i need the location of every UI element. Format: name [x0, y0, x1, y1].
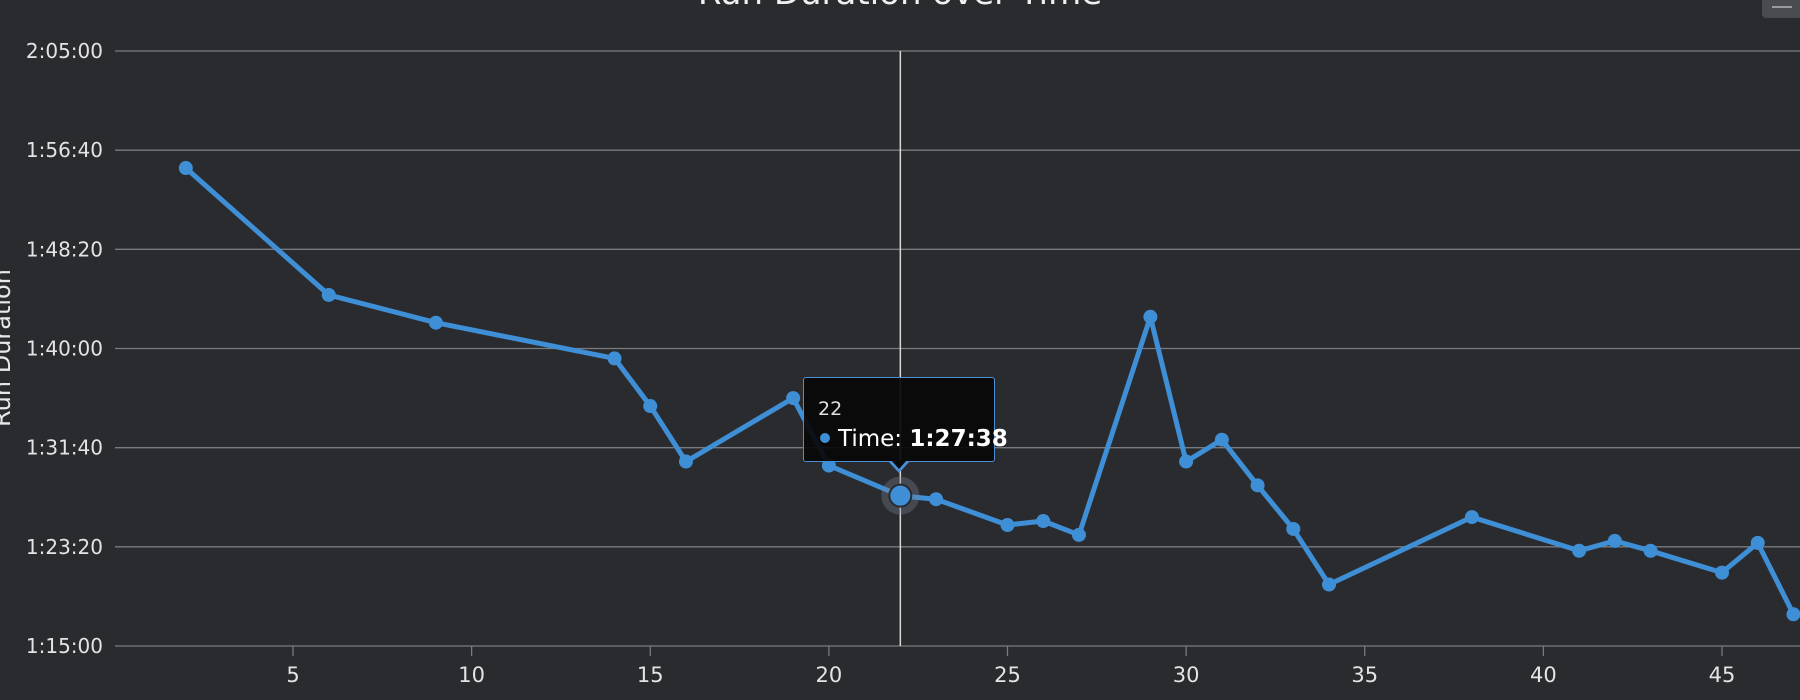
data-point: [1036, 514, 1051, 529]
y-axis-label: Run Duration: [0, 269, 16, 427]
data-point: [786, 391, 801, 406]
data-point: [1143, 309, 1158, 324]
data-point: [643, 399, 658, 414]
menu-icon: [1772, 6, 1792, 8]
x-tick-label: 35: [1351, 663, 1378, 687]
x-tick-label: 40: [1530, 663, 1557, 687]
x-tick-label: 10: [458, 663, 485, 687]
data-tooltip: 22 Time: 1:27:38: [803, 377, 1008, 462]
data-point: [1071, 527, 1086, 542]
tooltip-header: 22: [818, 398, 843, 420]
data-point: [1750, 535, 1765, 550]
data-point: [1786, 607, 1800, 622]
y-tick-label: 1:48:20: [26, 237, 103, 261]
chart-title: Run Duration over Time: [698, 0, 1102, 13]
data-point: [178, 161, 193, 176]
y-tick-label: 1:56:40: [26, 138, 103, 162]
data-point: [1286, 521, 1301, 536]
hovered-data-point: [888, 483, 913, 508]
data-point: [1715, 565, 1729, 580]
x-tick-label: 20: [816, 663, 843, 687]
data-point: [1607, 533, 1622, 548]
data-point: [1179, 454, 1194, 469]
data-point: [1572, 543, 1587, 558]
data-point: [1250, 478, 1265, 493]
y-tick-label: 1:40:00: [26, 337, 103, 361]
y-tick-label: 2:05:00: [26, 39, 103, 63]
data-point: [1000, 518, 1015, 533]
data-point: [1464, 510, 1479, 525]
data-point: [607, 351, 622, 366]
y-tick-label: 1:31:40: [26, 436, 103, 460]
x-tick-label: 45: [1709, 663, 1736, 687]
x-tick-label: 25: [994, 663, 1021, 687]
tooltip-arrow-inner: [891, 460, 907, 469]
data-point: [1322, 577, 1337, 592]
data-point: [678, 454, 693, 469]
x-tick-label: 30: [1173, 663, 1200, 687]
data-point: [929, 492, 944, 507]
tooltip-value: 1:27:38: [909, 426, 1008, 452]
x-tick-label: 15: [637, 663, 664, 687]
data-point: [1214, 432, 1229, 447]
chart-menu-button[interactable]: [1762, 0, 1800, 18]
y-tick-label: 1:15:00: [26, 634, 103, 658]
data-point: [321, 287, 336, 302]
tooltip-series-label: Time:: [838, 426, 910, 452]
series-dot-icon: [820, 432, 830, 443]
data-point: [428, 315, 443, 330]
tooltip-row: Time: 1:27:38: [820, 426, 1008, 452]
data-point: [821, 458, 836, 473]
y-tick-label: 1:23:20: [26, 535, 103, 559]
x-tick-label: 5: [286, 663, 299, 687]
data-point: [1643, 543, 1658, 558]
